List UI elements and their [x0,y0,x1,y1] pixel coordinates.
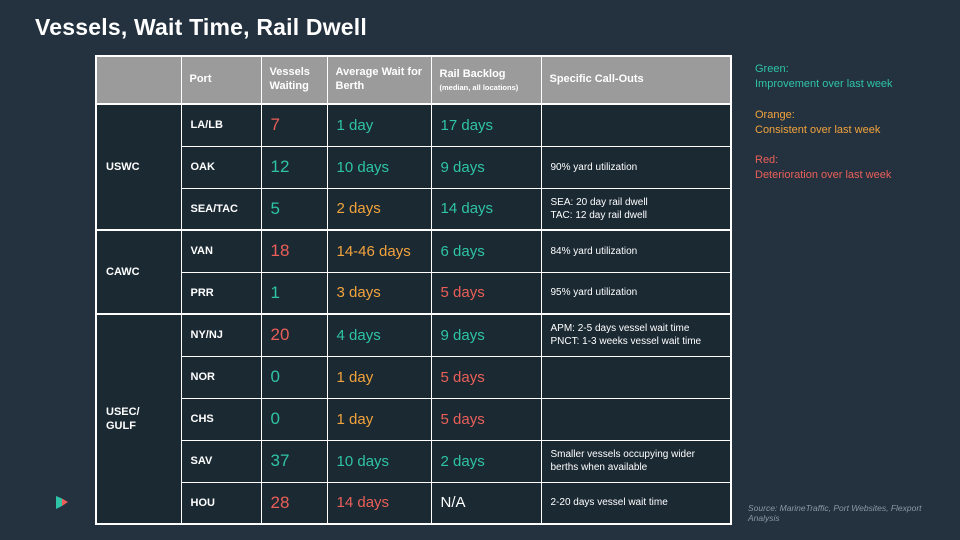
callout-cell: 90% yard utilization [540,145,732,189]
average-wait-cell: 3 days [326,271,432,315]
header-rail-backlog: Rail Backlog (median, all locations) [430,55,542,105]
port-cell: NOR [180,355,262,399]
rail-backlog-cell: 6 days [430,229,542,273]
callout-cell [540,397,732,441]
port-status-table: Port Vessels Waiting Average Wait for Be… [95,55,732,525]
port-cell: SEA/TAC [180,187,262,231]
average-wait-cell: 14-46 days [326,229,432,273]
region-cell-cawc: CAWC [95,229,182,315]
header-vessels-waiting: Vessels Waiting [260,55,328,105]
average-wait-cell: 1 day [326,103,432,147]
port-cell: VAN [180,229,262,273]
average-wait-cell: 4 days [326,313,432,357]
table-row: HOU 28 14 days N/A 2-20 days vessel wait… [96,481,732,525]
vessels-waiting-cell: 5 [260,187,328,231]
average-wait-cell: 2 days [326,187,432,231]
legend-label: Green: [755,63,789,75]
rail-backlog-cell: 14 days [430,187,542,231]
average-wait-cell: 1 day [326,355,432,399]
page-title: Vessels, Wait Time, Rail Dwell [35,14,367,40]
rail-backlog-cell: N/A [430,481,542,525]
callout-cell: SEA: 20 day rail dwell TAC: 12 day rail … [540,187,732,231]
rail-backlog-cell: 2 days [430,439,542,483]
rail-backlog-cell: 5 days [430,397,542,441]
port-cell: OAK [180,145,262,189]
vessels-waiting-cell: 1 [260,271,328,315]
rail-backlog-cell: 9 days [430,313,542,357]
port-cell: LA/LB [180,103,262,147]
table-row: NOR 0 1 day 5 days [96,355,732,399]
port-cell: CHS [180,397,262,441]
vessels-waiting-cell: 20 [260,313,328,357]
average-wait-cell: 10 days [326,439,432,483]
port-cell: SAV [180,439,262,483]
table-row: CHS 0 1 day 5 days [96,397,732,441]
flexport-logo-icon [54,495,70,511]
vessels-waiting-cell: 18 [260,229,328,273]
average-wait-cell: 1 day [326,397,432,441]
region-cell-uswc: USWC [95,103,182,231]
legend-text: Consistent over last week [755,123,881,136]
callout-cell [540,355,732,399]
average-wait-cell: 10 days [326,145,432,189]
vessels-waiting-cell: 28 [260,481,328,525]
callout-cell: 2-20 days vessel wait time [540,481,732,525]
table-row: USEC/ GULF NY/NJ 20 4 days 9 days APM: 2… [95,313,732,525]
vessels-waiting-cell: 12 [260,145,328,189]
rail-backlog-cell: 9 days [430,145,542,189]
legend: Green: Improvement over last week Orange… [755,62,945,199]
table-row: SAV 37 10 days 2 days Smaller vessels oc… [96,439,732,483]
table-row: SEA/TAC 5 2 days 14 days SEA: 20 day rai… [96,187,732,231]
callout-cell: 95% yard utilization [540,271,732,315]
callout-cell: Smaller vessels occupying wider berths w… [540,439,732,483]
vessels-waiting-cell: 0 [260,397,328,441]
legend-text: Deterioration over last week [755,169,892,182]
source-note: Source: MarineTraffic, Port Websites, Fl… [748,503,922,523]
legend-label: Red: [755,154,779,167]
table-row: OAK 12 10 days 9 days 90% yard utilizati… [96,145,732,189]
legend-item-red: Red: Deterioration over last week [755,153,945,183]
table-row: PRR 1 3 days 5 days 95% yard utilization [96,271,732,315]
table-header-row: Port Vessels Waiting Average Wait for Be… [95,55,732,105]
callout-cell [540,103,732,147]
header-region [95,55,182,105]
rail-backlog-cell: 17 days [430,103,542,147]
header-rail-backlog-title: Rail Backlog [439,68,506,81]
callout-cell: APM: 2-5 days vessel wait time PNCT: 1-3… [540,313,732,357]
region-cell-usec-gulf: USEC/ GULF [95,313,182,525]
rail-backlog-cell: 5 days [430,355,542,399]
header-port: Port [180,55,262,105]
rail-backlog-cell: 5 days [430,271,542,315]
callout-cell: 84% yard utilization [540,229,732,273]
vessels-waiting-cell: 0 [260,355,328,399]
legend-item-green: Green: Improvement over last week [755,62,945,92]
header-average-wait: Average Wait for Berth [326,55,432,105]
vessels-waiting-cell: 37 [260,439,328,483]
table-row: CAWC VAN 18 14-46 days 6 days 84% yard u… [95,229,732,315]
port-cell: HOU [180,481,262,525]
vessels-waiting-cell: 7 [260,103,328,147]
legend-label: Orange: [755,108,795,121]
table-row: USWC LA/LB 7 1 day 17 days [95,103,732,231]
legend-item-orange: Orange: Consistent over last week [755,108,945,138]
legend-text: Improvement over last week [755,77,893,90]
header-callouts: Specific Call-Outs [540,55,732,105]
port-cell: PRR [180,271,262,315]
port-cell: NY/NJ [180,313,262,357]
average-wait-cell: 14 days [326,481,432,525]
header-rail-backlog-subtitle: (median, all locations) [439,82,519,92]
